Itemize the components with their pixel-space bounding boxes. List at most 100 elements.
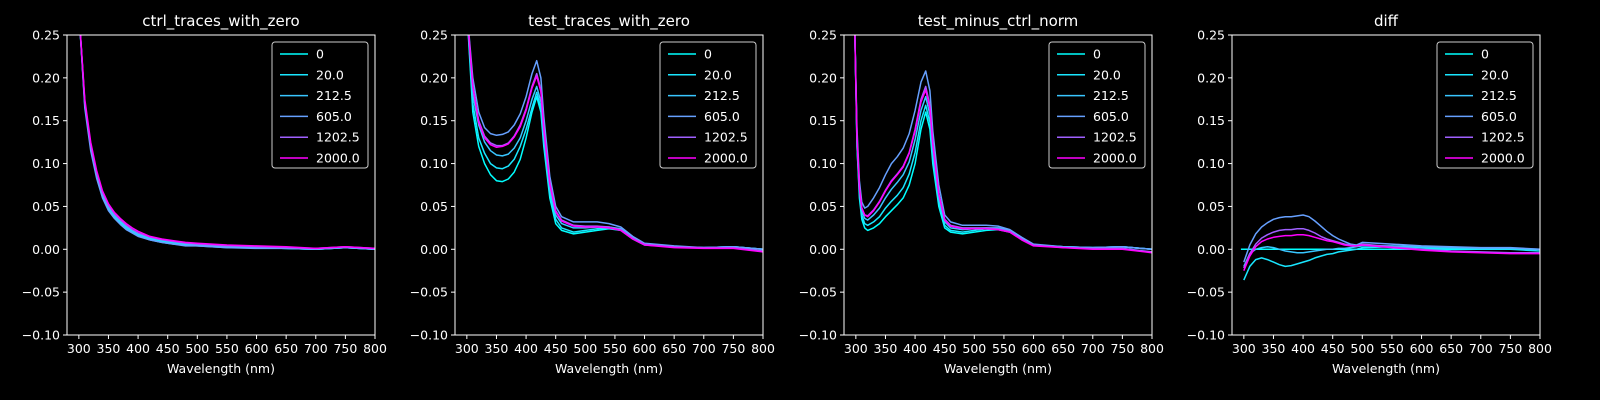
x-tick-label: 300 — [455, 341, 479, 356]
legend-label: 20.0 — [316, 67, 344, 82]
y-tick-label: −0.05 — [22, 285, 60, 300]
y-tick-label: 0.00 — [809, 242, 837, 257]
chart-title: ctrl_traces_with_zero — [142, 12, 299, 31]
y-tick-label: 0.10 — [809, 156, 837, 171]
y-tick-label: 0.20 — [420, 70, 448, 85]
x-tick-label: 300 — [1232, 341, 1256, 356]
y-tick-label: 0.20 — [32, 70, 60, 85]
legend-label: 0 — [1481, 47, 1489, 62]
legend-label: 1202.5 — [1481, 130, 1525, 145]
legend-label: 0 — [704, 47, 712, 62]
x-tick-label: 350 — [97, 341, 121, 356]
legend-label: 605.0 — [1481, 109, 1517, 124]
axes-frame — [454, 34, 764, 336]
y-tick-label: 0.00 — [1197, 242, 1225, 257]
x-tick-label: 700 — [304, 341, 328, 356]
series-group — [1240, 214, 1540, 281]
y-tick-label: −0.10 — [1187, 328, 1225, 343]
x-tick-label: 700 — [692, 341, 716, 356]
y-tick-label: 0.05 — [809, 199, 837, 214]
x-tick-label: 800 — [1140, 341, 1164, 356]
x-tick-label: 500 — [573, 341, 597, 356]
x-tick-label: 550 — [215, 341, 239, 356]
x-tick-label: 500 — [962, 341, 986, 356]
chart-title: test_minus_ctrl_norm — [918, 12, 1079, 31]
series-line-2000.0 — [854, 35, 1152, 254]
series-line-2000.0 — [468, 35, 763, 253]
y-tick-label: 0.15 — [420, 113, 448, 128]
legend: 0 20.0 212.5 605.0 1202.5 2000.0 — [1436, 41, 1534, 169]
x-tick-label: 350 — [485, 341, 509, 356]
y-tick-label: −0.10 — [22, 328, 60, 343]
x-tick-label: 600 — [633, 341, 657, 356]
y-tick-label: 0.15 — [32, 113, 60, 128]
legend-label: 2000.0 — [1481, 151, 1525, 166]
x-tick-label: 550 — [992, 341, 1016, 356]
y-tick-label: 0.25 — [32, 28, 60, 43]
series-line-2000.0 — [79, 35, 375, 250]
x-tick-label: 700 — [1469, 341, 1493, 356]
x-tick-label: 450 — [1321, 341, 1345, 356]
legend-label: 212.5 — [1481, 88, 1517, 103]
series-group — [854, 35, 1152, 254]
y-tick-label: 0.05 — [32, 199, 60, 214]
x-tick-label: 800 — [363, 341, 387, 356]
x-tick-label: 450 — [156, 341, 180, 356]
chart-title: test_traces_with_zero — [528, 12, 690, 31]
y-tick-label: 0.15 — [809, 113, 837, 128]
legend-label: 2000.0 — [704, 151, 748, 166]
x-tick-label: 750 — [333, 341, 357, 356]
x-tick-label: 300 — [844, 341, 868, 356]
x-axis-label: Wavelength (nm) — [944, 361, 1052, 376]
series-line-605.0 — [468, 35, 763, 251]
x-tick-label: 350 — [874, 341, 898, 356]
y-tick-label: 0.10 — [32, 156, 60, 171]
x-tick-label: 550 — [603, 341, 627, 356]
series-group — [79, 35, 375, 251]
legend-label: 1202.5 — [316, 130, 360, 145]
x-tick-label: 500 — [185, 341, 209, 356]
y-tick-label: 0.20 — [1197, 70, 1225, 85]
legend-label: 20.0 — [1093, 67, 1121, 82]
legend-label: 0 — [1093, 47, 1101, 62]
y-tick-label: 0.20 — [809, 70, 837, 85]
x-tick-label: 600 — [245, 341, 269, 356]
legend-label: 2000.0 — [1093, 151, 1137, 166]
chart-title: diff — [1374, 12, 1399, 30]
chart-panel-2: test_minus_ctrl_norm 300 350 400 450 500 550 60… — [799, 12, 1164, 376]
series-line-20.0 — [1243, 245, 1540, 281]
x-axis-label: Wavelength (nm) — [555, 361, 663, 376]
series-line-605.0 — [1243, 214, 1540, 263]
y-tick-label: 0.25 — [420, 28, 448, 43]
legend-label: 2000.0 — [316, 151, 360, 166]
axes-frame — [66, 34, 376, 336]
x-axis-label: Wavelength (nm) — [167, 361, 275, 376]
series-line-212.5 — [1243, 245, 1540, 267]
series-line-1202.5 — [1243, 227, 1540, 269]
x-tick-label: 600 — [1410, 341, 1434, 356]
legend-label: 1202.5 — [1093, 130, 1137, 145]
y-tick-label: −0.05 — [799, 285, 837, 300]
x-tick-label: 400 — [1291, 341, 1315, 356]
y-tick-label: −0.05 — [1187, 285, 1225, 300]
chart-panel-0: ctrl_traces_with_zero 300 350 400 450 500 550 6… — [22, 12, 387, 376]
legend-label: 1202.5 — [704, 130, 748, 145]
x-tick-label: 750 — [1498, 341, 1522, 356]
chart-panel-3: diff 300 350 400 450 500 550 600 650 700 750 800 −0.… — [1187, 12, 1552, 376]
x-tick-label: 500 — [1350, 341, 1374, 356]
y-tick-label: 0.10 — [1197, 156, 1225, 171]
x-tick-label: 650 — [274, 341, 298, 356]
y-tick-label: 0.00 — [32, 242, 60, 257]
legend-label: 605.0 — [704, 109, 740, 124]
x-tick-label: 450 — [933, 341, 957, 356]
y-tick-label: 0.05 — [1197, 199, 1225, 214]
legend-label: 0 — [316, 47, 324, 62]
series-line-2000.0 — [1243, 233, 1540, 271]
series-line-605.0 — [79, 35, 375, 251]
legend-label: 212.5 — [1093, 88, 1129, 103]
x-tick-label: 650 — [1439, 341, 1463, 356]
y-tick-label: 0.10 — [420, 156, 448, 171]
panels: ctrl_traces_with_zero 300 350 400 450 500 550 6… — [22, 12, 1552, 376]
legend-label: 20.0 — [704, 67, 732, 82]
